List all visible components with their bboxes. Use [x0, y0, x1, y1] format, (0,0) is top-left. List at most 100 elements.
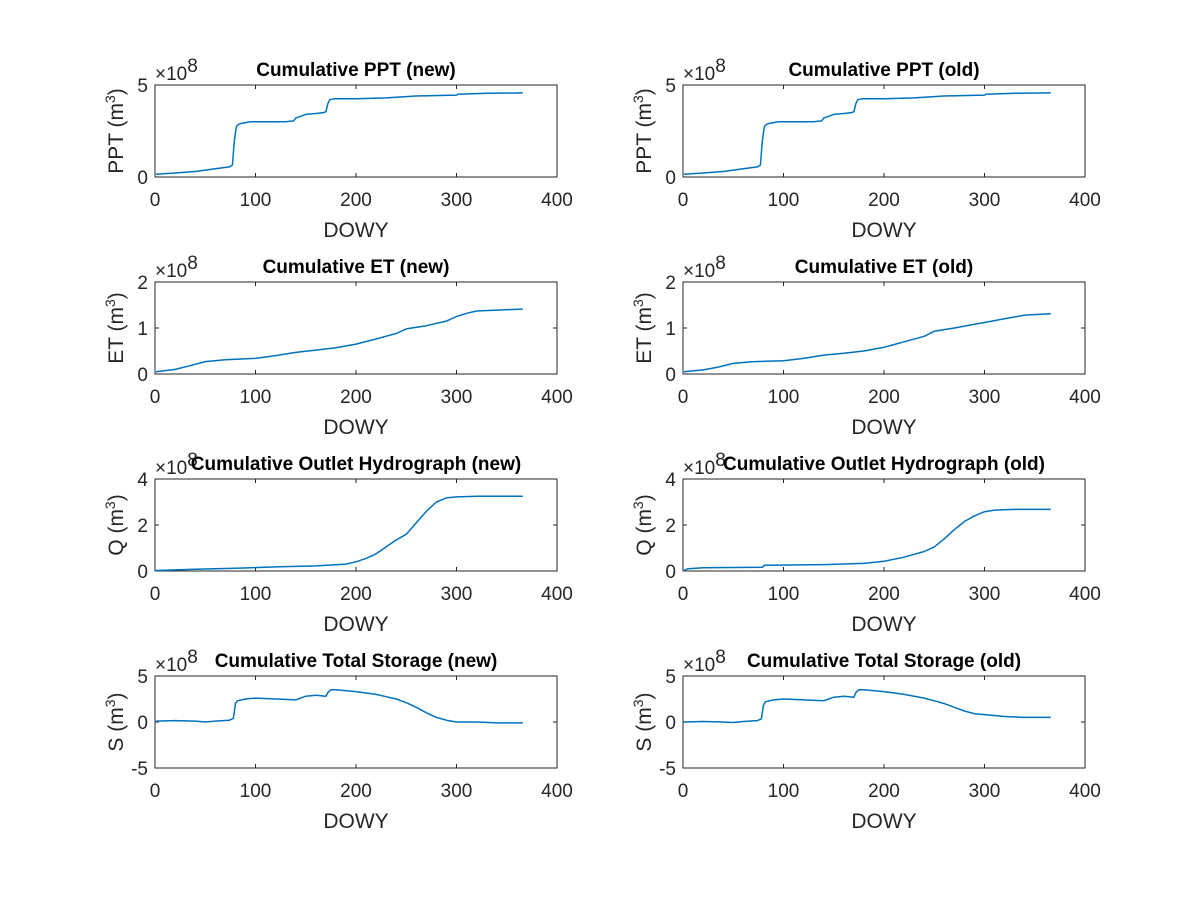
x-tick-label: 400: [1069, 387, 1101, 408]
y-tick-label: 1: [137, 319, 148, 340]
y-tick-label: 4: [665, 470, 676, 491]
y-tick-label: 5: [137, 76, 148, 97]
x-tick-label: 200: [340, 387, 372, 408]
x-tick-label: 0: [150, 781, 161, 802]
series-line: [683, 689, 1051, 724]
x-tick-label: 0: [150, 190, 161, 211]
x-tick-label: 100: [768, 387, 800, 408]
y-axis-label-end: ): [633, 88, 656, 95]
x-tick-label: 400: [541, 781, 573, 802]
y-axis-label-text: S (m: [105, 707, 128, 751]
subplot-2: 0 100 200 300 400 0 5 ×108 Cumulative PPT (old) D…: [630, 56, 1101, 242]
series-line: [155, 308, 523, 373]
x-tick-label: 200: [868, 781, 900, 802]
x-tick-label: 200: [340, 190, 372, 211]
x-tick-label: 300: [441, 781, 473, 802]
x-tick-label: 400: [541, 584, 573, 605]
y-exponent: ×108: [683, 647, 726, 676]
x-tick-label: 300: [969, 387, 1001, 408]
y-axis-label: PPT (m3): [102, 88, 128, 174]
x-tick-label: 400: [1069, 781, 1101, 802]
y-exponent-base: ×10: [683, 64, 715, 85]
y-axis-label-text: S (m: [633, 707, 656, 751]
series-line: [155, 92, 523, 175]
series-line: [683, 92, 1051, 175]
y-tick-label: 2: [665, 273, 676, 294]
y-exponent-base: ×10: [683, 458, 715, 479]
x-tick-label: 100: [240, 584, 272, 605]
x-tick-label: 400: [1069, 584, 1101, 605]
y-exponent: ×108: [683, 56, 726, 85]
y-exponent-base: ×10: [155, 655, 187, 676]
x-tick-label: 0: [678, 781, 689, 802]
y-axis-label-text: ET (m: [105, 307, 128, 364]
y-axis-label: PPT (m3): [630, 88, 656, 174]
x-tick-label: 100: [240, 190, 272, 211]
y-axis-label: ET (m3): [102, 292, 128, 364]
x-tick-label: 300: [969, 190, 1001, 211]
subplot-8: 0 100 200 300 400-505×108 Cumulative Total St…: [630, 647, 1101, 833]
series-line: [683, 312, 1051, 373]
x-tick-label: 0: [678, 584, 689, 605]
y-tick-label: 2: [665, 516, 676, 537]
axes-box: [682, 281, 1086, 375]
y-axis-label-sup: 3: [102, 299, 118, 307]
y-exponent: ×108: [155, 56, 198, 85]
chart-title: Cumulative ET (new): [263, 257, 450, 278]
y-exponent: ×108: [683, 450, 726, 479]
y-tick-label: 2: [137, 516, 148, 537]
axes-box: [154, 478, 558, 572]
x-tick-label: 0: [150, 584, 161, 605]
y-tick-label: 0: [137, 168, 148, 189]
y-exponent: ×108: [155, 450, 198, 479]
chart-title: Cumulative Total Storage (old): [747, 651, 1021, 672]
y-axis-label-sup: 3: [630, 95, 646, 103]
y-axis-label: ET (m3): [630, 292, 656, 364]
y-axis-label-sup: 3: [102, 95, 118, 103]
chart-title: Cumulative Total Storage (new): [215, 651, 498, 672]
x-tick-label: 100: [240, 781, 272, 802]
y-exponent-base: ×10: [683, 261, 715, 282]
y-axis-label-sup: 3: [630, 501, 646, 509]
x-axis-label: DOWY: [851, 613, 916, 636]
series-line: [683, 508, 1051, 572]
x-tick-label: 300: [441, 387, 473, 408]
x-tick-label: 100: [768, 190, 800, 211]
x-axis-label: DOWY: [323, 810, 388, 833]
subplot-3: 0 100 200 300 400 0 1 2 ×108 Cumulative ET (new) D…: [102, 253, 573, 439]
y-tick-label: 0: [665, 713, 676, 734]
y-axis-label-end: ): [105, 292, 128, 299]
axes-box: [154, 84, 558, 178]
y-axis-label-end: ): [633, 292, 656, 299]
y-axis-label-end: ): [105, 88, 128, 95]
y-exponent-power: 8: [187, 253, 198, 274]
x-tick-label: 0: [150, 387, 161, 408]
y-exponent-power: 8: [715, 56, 726, 77]
x-tick-label: 200: [868, 387, 900, 408]
y-exponent-power: 8: [715, 450, 726, 471]
x-tick-label: 300: [441, 190, 473, 211]
x-tick-label: 200: [340, 584, 372, 605]
y-tick-label: 0: [665, 168, 676, 189]
subplot-4: 0 100 200 300 400 0 1 2 ×108 Cumulative ET (old) D…: [630, 253, 1101, 439]
y-tick-label: 5: [665, 667, 676, 688]
y-axis-label-sup: 3: [102, 699, 118, 707]
y-exponent-power: 8: [187, 56, 198, 77]
x-tick-label: 100: [768, 584, 800, 605]
y-axis-label: S (m3): [630, 692, 656, 751]
y-exponent-power: 8: [715, 253, 726, 274]
y-exponent: ×108: [155, 253, 198, 282]
y-tick-label: 4: [137, 470, 148, 491]
y-axis-label-text: Q (m: [633, 509, 656, 556]
y-axis-label-end: ): [105, 692, 128, 699]
x-tick-label: 300: [969, 781, 1001, 802]
y-tick-label: 0: [137, 365, 148, 386]
y-tick-label: 0: [665, 365, 676, 386]
y-axis-label-text: PPT (m: [633, 103, 656, 174]
subplot-7: 0 100 200 300 400-505×108 Cumulative Total St…: [102, 647, 573, 833]
x-tick-label: 100: [768, 781, 800, 802]
x-tick-label: 0: [678, 190, 689, 211]
chart-title: Cumulative PPT (old): [788, 60, 979, 81]
